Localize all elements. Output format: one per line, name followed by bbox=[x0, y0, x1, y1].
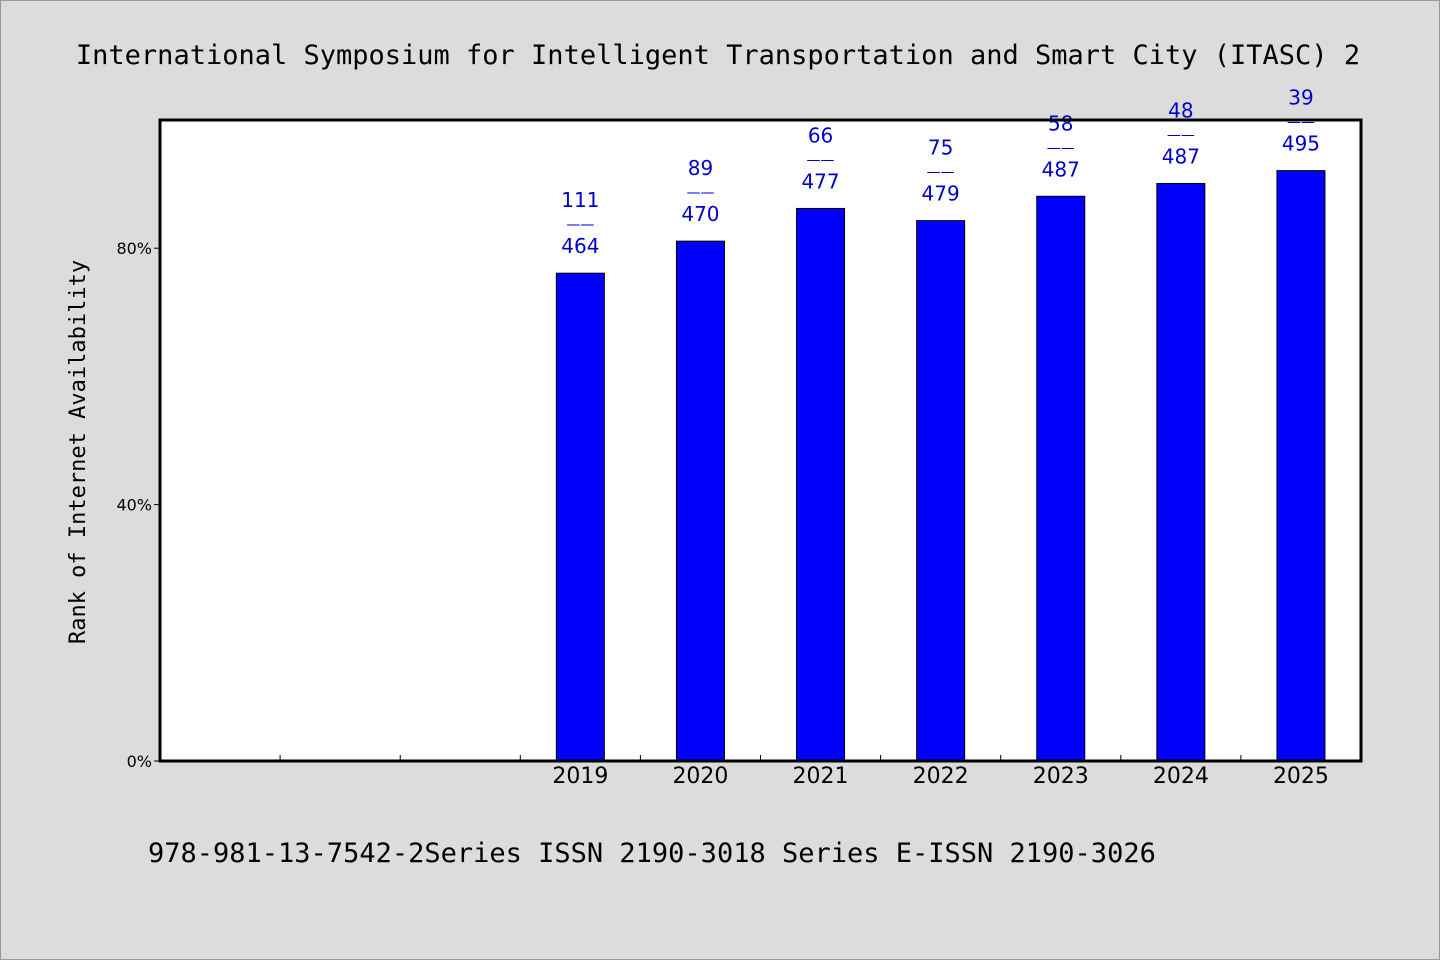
bar-2019 bbox=[555, 272, 605, 762]
x-tick-label: 2023 bbox=[1033, 764, 1089, 789]
bar-2023 bbox=[1036, 195, 1086, 762]
x-tick-label: 2020 bbox=[672, 764, 728, 789]
data-label-separator: —— bbox=[807, 152, 835, 168]
data-label-total: 470 bbox=[681, 202, 719, 226]
y-tick-label: 40% bbox=[116, 496, 152, 515]
data-label-rank: 111 bbox=[561, 188, 599, 212]
footer-text: 978-981-13-7542-2Series ISSN 2190-3018 S… bbox=[148, 838, 1156, 869]
y-tick-label: 80% bbox=[116, 239, 152, 258]
y-axis-label: Rank of Internet Availability bbox=[66, 260, 91, 644]
x-tick-label: 2022 bbox=[913, 764, 969, 789]
chart-title: International Symposium for Intelligent … bbox=[76, 40, 1360, 71]
data-label-rank: 39 bbox=[1288, 86, 1313, 110]
data-label-rank: 89 bbox=[688, 156, 713, 180]
data-label-total: 487 bbox=[1162, 144, 1200, 168]
x-tick-label: 2021 bbox=[793, 764, 849, 789]
data-label-separator: —— bbox=[566, 217, 594, 233]
bar-2022 bbox=[916, 220, 966, 762]
ticks-layer: 0% 40% 80% bbox=[116, 239, 1242, 771]
data-label-separator: —— bbox=[927, 165, 955, 181]
x-tick-label: 2019 bbox=[552, 764, 608, 789]
plot-border bbox=[158, 118, 1363, 763]
data-label-total: 495 bbox=[1282, 132, 1320, 156]
data-label-rank: 48 bbox=[1168, 98, 1193, 122]
bars-layer bbox=[555, 170, 1326, 762]
data-label-total: 464 bbox=[561, 234, 599, 258]
bar-2021 bbox=[796, 207, 846, 762]
data-label-separator: —— bbox=[686, 185, 714, 201]
data-label-separator: —— bbox=[1167, 127, 1195, 143]
data-label-rank: 75 bbox=[928, 136, 953, 160]
data-label-separator: —— bbox=[1047, 140, 1075, 156]
bar-2025 bbox=[1276, 170, 1326, 762]
data-label-rank: 58 bbox=[1048, 111, 1073, 135]
data-label-total: 479 bbox=[922, 182, 960, 206]
data-label-rank: 66 bbox=[808, 123, 833, 147]
x-tick-label: 2025 bbox=[1273, 764, 1329, 789]
x-tick-label: 2024 bbox=[1153, 764, 1209, 789]
data-label-separator: —— bbox=[1287, 115, 1315, 131]
bar-2020 bbox=[675, 240, 725, 762]
y-tick-label: 0% bbox=[127, 752, 152, 771]
data-label-total: 477 bbox=[801, 169, 839, 193]
bar-2024 bbox=[1156, 182, 1206, 762]
data-label-total: 487 bbox=[1042, 157, 1080, 181]
data-labels-layer: 2019111——464202089——470202166——477202275… bbox=[552, 86, 1329, 789]
